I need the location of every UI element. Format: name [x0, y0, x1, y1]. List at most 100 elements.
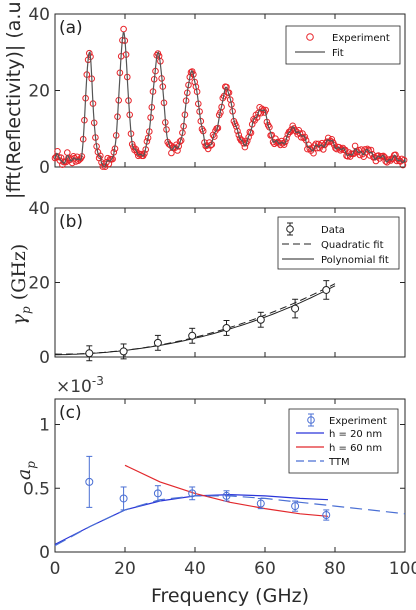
- panel-b-y-axis-label-unit: (GHz): [8, 244, 30, 301]
- y-tick-label: 0: [39, 348, 50, 368]
- experiment-point: [207, 142, 214, 149]
- panel-c-exponent-base: ×10: [56, 377, 92, 397]
- experiment-point: [322, 511, 331, 520]
- data-point: [153, 338, 162, 347]
- panel-c-y-axis-label-symbol: a: [13, 469, 35, 480]
- x-tick-label: 20: [114, 559, 136, 579]
- x-tick-label: 100: [389, 559, 416, 579]
- y-tick-label: 40: [28, 199, 50, 219]
- legend-marker-experiment: [306, 33, 314, 41]
- series-line: [54, 493, 329, 545]
- panel-b-y-axis-label: γp (GHz): [8, 244, 33, 326]
- panel-c: 00.51 0 20 40 60 80 100 (c) ap ×10-3 Frequenc…: [13, 374, 416, 607]
- experiment-point: [241, 143, 249, 151]
- y-tick-label: 20: [28, 82, 50, 102]
- panel-c-y-axis-label-subscript: p: [24, 461, 38, 469]
- experiment-point: [364, 145, 371, 153]
- experiment-point: [153, 489, 162, 498]
- fit-line: [54, 31, 406, 167]
- experiment-point: [188, 489, 197, 498]
- data-point: [291, 304, 300, 313]
- panel-b-y-ticks: 0 20 40: [28, 199, 405, 368]
- panel-c-x-ticks: 0 20 40 60 80 100: [50, 559, 416, 579]
- panel-c-label: (c): [59, 403, 82, 423]
- experiment-point: [328, 136, 336, 143]
- panel-b-y-axis-label-subscript: p: [19, 306, 33, 314]
- panel-a-y-axis-label: |fft(Reflectivity)| (a.u.): [3, 0, 25, 199]
- experiment-point: [120, 25, 127, 33]
- polynomial-fit-line: [54, 285, 336, 356]
- y-tick-label: 40: [28, 5, 50, 25]
- experiment-point: [119, 494, 128, 503]
- panel-c-exponent-label: ×10-3: [56, 374, 104, 397]
- experiment-point: [295, 127, 303, 134]
- experiment-point: [400, 156, 408, 164]
- legend-label: h = 20 nm: [329, 429, 382, 440]
- panel-a-label: (a): [59, 18, 83, 38]
- experiment-point: [235, 131, 243, 139]
- legend-marker-data: [286, 225, 294, 233]
- legend-label-experiment: Experiment: [329, 416, 387, 427]
- data-point: [188, 331, 197, 340]
- experiment-point: [283, 135, 290, 142]
- legend-marker-experiment: [307, 416, 315, 424]
- experiment-point: [233, 123, 240, 130]
- data-point: [119, 347, 128, 356]
- series-line: [124, 464, 329, 517]
- legend-label-quadratic: Quadratic fit: [321, 240, 384, 251]
- panel-a-legend: Experiment Fit: [285, 25, 401, 65]
- panel-c-x-axis-label: Frequency (GHz): [151, 585, 309, 607]
- experiment-point: [168, 149, 175, 157]
- legend-label-data: Data: [321, 225, 345, 236]
- panel-c-y-ticks: 00.51: [23, 416, 405, 563]
- data-point: [222, 323, 231, 332]
- experiment-point: [222, 491, 231, 500]
- experiment-point: [141, 150, 148, 157]
- panel-b-y-axis-label-symbol: γ: [8, 313, 30, 325]
- legend-box: [277, 216, 400, 270]
- y-tick-label: 0: [39, 543, 50, 563]
- panel-c-legend: Experiment h = 20 nm h = 60 nm TTM: [288, 408, 399, 474]
- x-tick-label: 80: [324, 559, 346, 579]
- legend-label-polynomial: Polynomial fit: [321, 255, 389, 266]
- experiment-point: [174, 147, 181, 154]
- series-line: [54, 495, 406, 547]
- panel-a: 0 20 40 (a) |fft(Reflectivity)| (a.u.) Exp…: [3, 0, 408, 199]
- legend-label: h = 60 nm: [329, 443, 382, 454]
- legend-label-fit: Fit: [332, 48, 344, 59]
- data-point: [322, 285, 331, 294]
- experiment-point: [291, 502, 300, 511]
- panel-c-frame: [54, 398, 406, 553]
- data-point: [256, 315, 265, 324]
- experiment-point: [132, 146, 140, 153]
- legend-box: [288, 408, 399, 474]
- experiment-point: [380, 152, 387, 160]
- panel-a-y-ticks: 0 20 40: [28, 5, 405, 178]
- panel-a-plot-area: [51, 14, 408, 170]
- panel-b-plot-area: [54, 208, 406, 362]
- y-tick-label: 0: [39, 158, 50, 178]
- y-tick-label: 20: [28, 274, 50, 294]
- legend-label: TTM: [328, 457, 350, 468]
- experiment-point: [282, 138, 289, 146]
- experiment-point: [244, 137, 251, 145]
- y-tick-label: 0.5: [23, 479, 50, 499]
- panel-b: 0 20 40 (b) γp (GHz) Data Quadratic fit Polyn…: [8, 199, 406, 368]
- experiment-point: [85, 477, 94, 486]
- panel-c-exponent-power: -3: [92, 374, 104, 388]
- experiment-point: [301, 133, 309, 141]
- experiment-point: [256, 499, 265, 508]
- x-tick-label: 0: [50, 559, 61, 579]
- experiment-point: [86, 49, 93, 57]
- legend-label-experiment: Experiment: [332, 33, 390, 44]
- experiment-point: [296, 130, 304, 137]
- panel-c-y-axis-label: ap: [13, 461, 38, 480]
- panel-b-legend: Data Quadratic fit Polynomial fit: [277, 216, 400, 270]
- panel-b-label: (b): [59, 212, 83, 232]
- x-tick-label: 40: [184, 559, 206, 579]
- experiment-point: [280, 141, 288, 148]
- x-tick-label: 60: [254, 559, 276, 579]
- experiment-point: [188, 68, 196, 75]
- experiment-point: [165, 140, 173, 148]
